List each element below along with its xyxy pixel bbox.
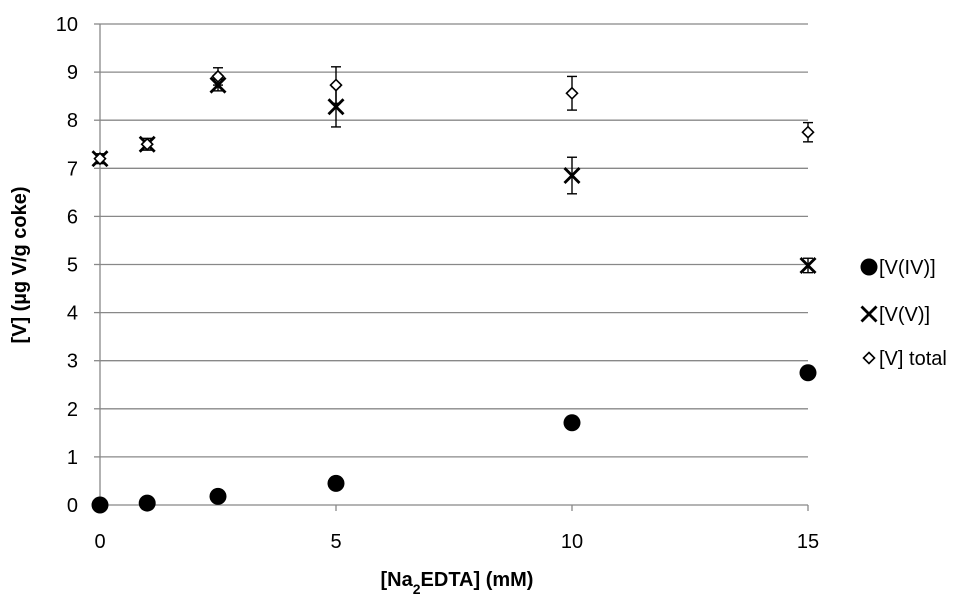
tick-labels: 0 1 2 3 4 5 6 7 8 9 10 0 5 10 15 <box>56 14 819 553</box>
axes <box>94 23 809 511</box>
y-tick-label-10: 10 <box>56 14 78 36</box>
point-v-total-1 <box>140 137 154 151</box>
x-tick-label-5: 5 <box>330 531 341 553</box>
point-v-v-5 <box>799 256 817 274</box>
y-tick-label-4: 4 <box>67 303 78 325</box>
point-v-iv-1 <box>138 494 156 512</box>
y-tick-label-3: 3 <box>67 351 78 373</box>
point-v-total-5 <box>801 125 815 139</box>
legend-item-v-total: [V] total <box>862 348 947 370</box>
y-tick-label-0: 0 <box>67 495 78 517</box>
legend-label-v-v: [V(V)] <box>879 304 930 326</box>
legend-marker-v-v <box>860 305 878 323</box>
y-axis-title: [V] (µg V/g coke) <box>9 186 31 343</box>
point-v-total-2 <box>211 69 225 84</box>
gridlines <box>100 23 808 458</box>
point-v-total-0 <box>93 152 107 166</box>
legend-marker-v-iv <box>860 258 878 276</box>
y-tick-label-5: 5 <box>67 255 78 277</box>
y-tick-label-1: 1 <box>67 447 78 469</box>
legend-marker-v-total <box>862 351 876 365</box>
point-v-iv-0 <box>91 496 109 514</box>
point-v-iv-5 <box>799 364 817 382</box>
point-v-v-4 <box>563 167 581 185</box>
x-tick-label-0: 0 <box>94 531 105 553</box>
point-v-iv-4 <box>563 414 581 432</box>
point-v-total-3 <box>329 78 343 92</box>
y-tick-label-2: 2 <box>67 399 78 421</box>
x-axis-title: [Na2EDTA] (mM) <box>381 569 534 594</box>
y-tick-label-8: 8 <box>67 110 78 132</box>
legend-label-v-total: [V] total <box>879 348 947 370</box>
point-v-iv-2 <box>209 487 227 505</box>
legend-label-v-iv: [V(IV)] <box>879 257 936 279</box>
legend-item-v-iv: [V(IV)] <box>860 257 936 279</box>
y-tick-label-9: 9 <box>67 62 78 84</box>
y-tick-label-6: 6 <box>67 206 78 228</box>
x-tick-label-10: 10 <box>561 531 583 553</box>
legend: [V(IV)] [V(V)] [V] total <box>860 257 947 370</box>
point-v-iv-3 <box>327 474 345 492</box>
point-v-v-3 <box>327 98 345 116</box>
x-tick-label-15: 15 <box>797 531 819 553</box>
point-v-total-4 <box>565 86 579 100</box>
y-tick-label-7: 7 <box>67 158 78 180</box>
data-marks <box>91 66 817 514</box>
legend-item-v-v: [V(V)] <box>860 304 930 326</box>
